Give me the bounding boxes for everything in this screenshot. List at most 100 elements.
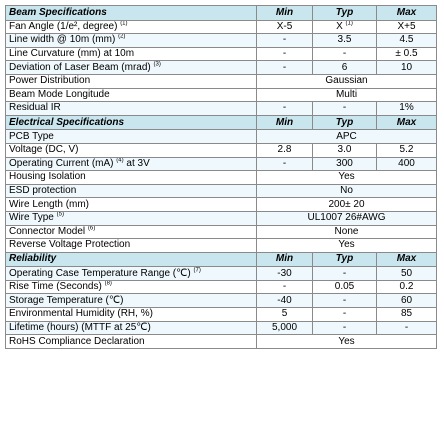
- spec-typ-value: -: [312, 101, 377, 116]
- spec-label-text: Wire Length (mm): [9, 198, 90, 210]
- spec-row: Housing Isolation Yes: [5, 170, 437, 185]
- spec-row: Deviation of Laser Beam (mrad) (3) - 6 10: [5, 60, 437, 75]
- spec-typ-value: -: [312, 46, 377, 62]
- spec-min-value: -30: [256, 266, 313, 281]
- spec-label-text: Fan Angle (1/e², degree): [9, 20, 118, 32]
- spec-typ-value: -: [312, 307, 377, 322]
- spec-label: Rise Time (Seconds) (8): [5, 279, 257, 295]
- spec-typ-text: -: [342, 294, 347, 306]
- spec-label-text: Storage Temperature (℃): [9, 294, 124, 306]
- spec-row: PCB Type APC: [5, 129, 437, 144]
- spec-max-text: 10: [400, 61, 413, 73]
- spec-min-text: -: [282, 281, 287, 293]
- spec-row: Rise Time (Seconds) (8) - 0.05 0.2: [5, 279, 437, 295]
- spec-min-text: -: [282, 61, 287, 73]
- spec-row: Reverse Voltage Protection Yes: [5, 238, 437, 253]
- footnote-marker: (5): [56, 211, 64, 218]
- spec-typ-value: -: [312, 293, 377, 309]
- spec-max-value: -: [376, 320, 437, 336]
- spec-typ-value: 6: [312, 60, 377, 75]
- spec-max-value: 10: [376, 60, 437, 75]
- spec-row: Residual IR - - 1%: [5, 101, 437, 116]
- spec-label-text: Operating Case Temperature Range (℃): [9, 267, 191, 279]
- spec-label: Environmental Humidity (RH, %): [5, 307, 257, 322]
- footnote-marker: (1): [120, 20, 128, 27]
- spec-row: Voltage (DC, V) 2.8 3.0 5.2: [5, 142, 437, 158]
- spec-label: PCB Type: [5, 129, 257, 144]
- spec-min-value: -: [256, 101, 313, 116]
- spec-typ-value: X (1): [312, 19, 377, 35]
- spec-min-text: -: [282, 157, 287, 169]
- spec-label-text: Beam Mode Longitude: [9, 88, 110, 100]
- spec-typ-value: 3.0: [312, 142, 377, 158]
- section-title: Reliability: [5, 251, 257, 268]
- spec-max-value: 4.5: [376, 33, 437, 48]
- footnote-marker: (3): [153, 61, 161, 68]
- spec-min-value: -: [256, 46, 313, 62]
- spec-row: RoHS Compliance Declaration Yes: [5, 334, 437, 349]
- spec-min-text: X-5: [276, 20, 293, 32]
- spec-max-value: 1%: [376, 101, 437, 116]
- spec-label-text: Connector Model: [9, 225, 86, 237]
- section-header: Beam Specifications Min Typ Max: [5, 5, 437, 21]
- spec-label-text: RoHS Compliance Declaration: [9, 335, 145, 347]
- spec-label-text: Power Distribution: [9, 75, 91, 87]
- spec-label-text: Operating Current (mA): [9, 157, 114, 169]
- section-header: Reliability Min Typ Max: [5, 251, 437, 268]
- spec-row: Wire Length (mm) 200± 20: [5, 197, 437, 212]
- spec-value: APC: [256, 129, 437, 144]
- spec-value: None: [256, 224, 437, 240]
- spec-typ-value: 3.5: [312, 33, 377, 48]
- spec-typ-text: -: [342, 321, 347, 333]
- spec-min-text: -40: [277, 294, 292, 306]
- spec-label-text: Environmental Humidity (RH, %): [9, 308, 153, 320]
- spec-typ-text: 3.5: [337, 34, 352, 46]
- spec-label: Lifetime (hours) (MTTF at 25℃): [5, 320, 257, 336]
- spec-value: Yes: [256, 334, 437, 349]
- spec-min-value: -40: [256, 293, 313, 309]
- footnote-marker: (1): [345, 20, 353, 27]
- spec-max-text: 4.5: [399, 34, 414, 46]
- spec-label-text: Housing Isolation: [9, 171, 86, 183]
- column-header-min: Min: [256, 5, 313, 21]
- column-header-max: Max: [376, 5, 437, 21]
- spec-row: Wire Type (5) UL1007 26#AWG: [5, 210, 437, 226]
- spec-max-text: 50: [400, 267, 413, 279]
- spec-max-value: 400: [376, 156, 437, 172]
- spec-label: Operating Case Temperature Range (℃) (7): [5, 266, 257, 281]
- spec-label: Residual IR: [5, 101, 257, 116]
- spec-label: Beam Mode Longitude: [5, 87, 257, 103]
- spec-typ-text: 6: [341, 61, 348, 73]
- spec-min-value: 5,000: [256, 320, 313, 336]
- footnote-marker: (7): [193, 267, 201, 274]
- spec-min-value: -: [256, 156, 313, 172]
- spec-label-suffix: at 3V: [123, 157, 150, 169]
- spec-label: Fan Angle (1/e², degree) (1): [5, 19, 257, 35]
- spec-max-text: ± 0.5: [395, 48, 418, 60]
- column-header-typ: Typ: [312, 114, 377, 131]
- spec-label-text: Line width @ 10m (mm): [9, 34, 116, 46]
- spec-min-value: -: [256, 33, 313, 48]
- spec-label: Wire Length (mm): [5, 197, 257, 212]
- spec-label-text: PCB Type: [9, 130, 54, 142]
- spec-min-text: 2.8: [277, 144, 292, 156]
- spec-value: 200± 20: [256, 197, 437, 212]
- spec-typ-value: 300: [312, 156, 377, 172]
- spec-typ-text: -: [342, 102, 347, 114]
- spec-label: Power Distribution: [5, 73, 257, 89]
- specifications-table: Beam Specifications Min Typ Max Fan Angle (1…: [5, 5, 437, 349]
- spec-label: Reverse Voltage Protection: [5, 238, 257, 253]
- spec-row: Connector Model (6) None: [5, 224, 437, 240]
- column-header-typ: Typ: [312, 251, 377, 268]
- spec-label: Housing Isolation: [5, 170, 257, 185]
- spec-row: Environmental Humidity (RH, %) 5 - 85: [5, 307, 437, 322]
- spec-label-text: Wire Type: [9, 212, 54, 224]
- spec-max-text: X+5: [397, 20, 416, 32]
- spec-label-text: Voltage (DC, V): [9, 144, 79, 156]
- spec-typ-text: X: [336, 20, 343, 32]
- spec-label: Voltage (DC, V): [5, 142, 257, 158]
- footnote-marker: (6): [87, 225, 96, 232]
- spec-label: RoHS Compliance Declaration: [5, 334, 257, 349]
- spec-min-value: X-5: [256, 19, 313, 35]
- spec-max-text: 0.2: [399, 281, 414, 293]
